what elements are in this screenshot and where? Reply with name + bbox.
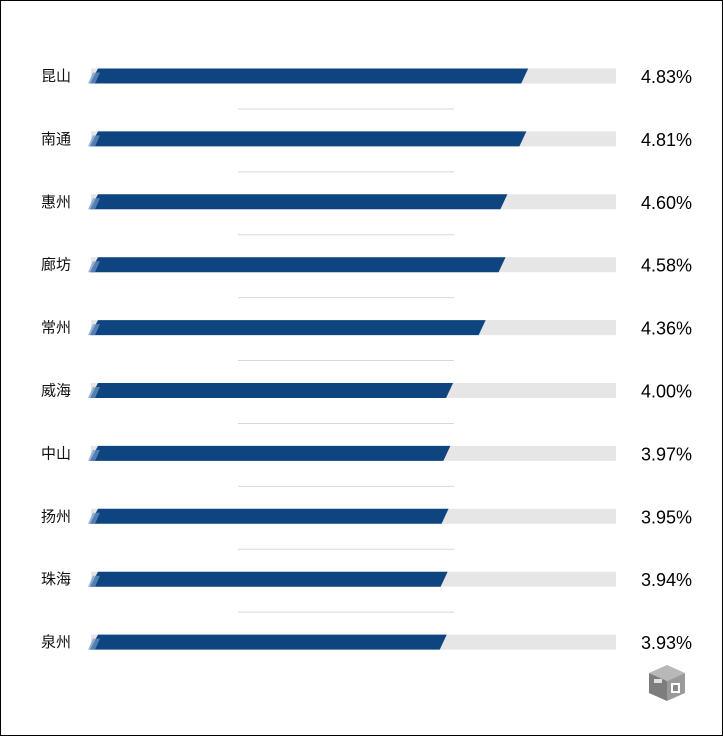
cube-logo-icon xyxy=(649,665,685,701)
bar xyxy=(90,634,447,650)
category-label: 扬州 xyxy=(41,507,71,525)
bar-accent xyxy=(88,387,100,398)
category-label: 珠海 xyxy=(41,570,71,588)
value-label: 4.81% xyxy=(641,130,692,150)
category-label: 南通 xyxy=(41,130,71,148)
bar xyxy=(90,383,454,398)
bar xyxy=(90,131,527,147)
bar xyxy=(90,571,448,587)
category-label: 中山 xyxy=(41,444,71,462)
value-label: 3.97% xyxy=(641,444,692,464)
bar-accent xyxy=(88,638,100,650)
value-label: 4.58% xyxy=(641,256,692,276)
value-label: 3.93% xyxy=(641,633,692,653)
bar-accent xyxy=(88,575,100,587)
category-label: 泉州 xyxy=(41,633,71,651)
category-label: 昆山 xyxy=(41,67,71,85)
value-label: 3.95% xyxy=(641,507,692,527)
category-label: 威海 xyxy=(41,382,71,400)
category-label: 廊坊 xyxy=(41,256,71,274)
value-label: 4.00% xyxy=(641,382,692,402)
bar-accent xyxy=(88,198,100,210)
bar xyxy=(90,320,486,336)
bar-accent xyxy=(88,512,100,524)
category-label: 常州 xyxy=(41,319,71,337)
category-label: 惠州 xyxy=(41,193,71,211)
bar-accent xyxy=(88,324,100,336)
bar-accent xyxy=(88,261,100,273)
bar xyxy=(90,194,508,210)
bar xyxy=(90,68,529,84)
bar xyxy=(90,445,451,461)
bar xyxy=(90,257,506,273)
value-label: 4.83% xyxy=(641,67,692,87)
value-label: 3.94% xyxy=(641,570,692,590)
bar-accent xyxy=(88,449,100,461)
bar-accent xyxy=(88,72,100,84)
bar xyxy=(90,508,449,524)
value-label: 4.60% xyxy=(641,193,692,213)
bar-accent xyxy=(88,135,100,147)
value-label: 4.36% xyxy=(641,319,692,339)
